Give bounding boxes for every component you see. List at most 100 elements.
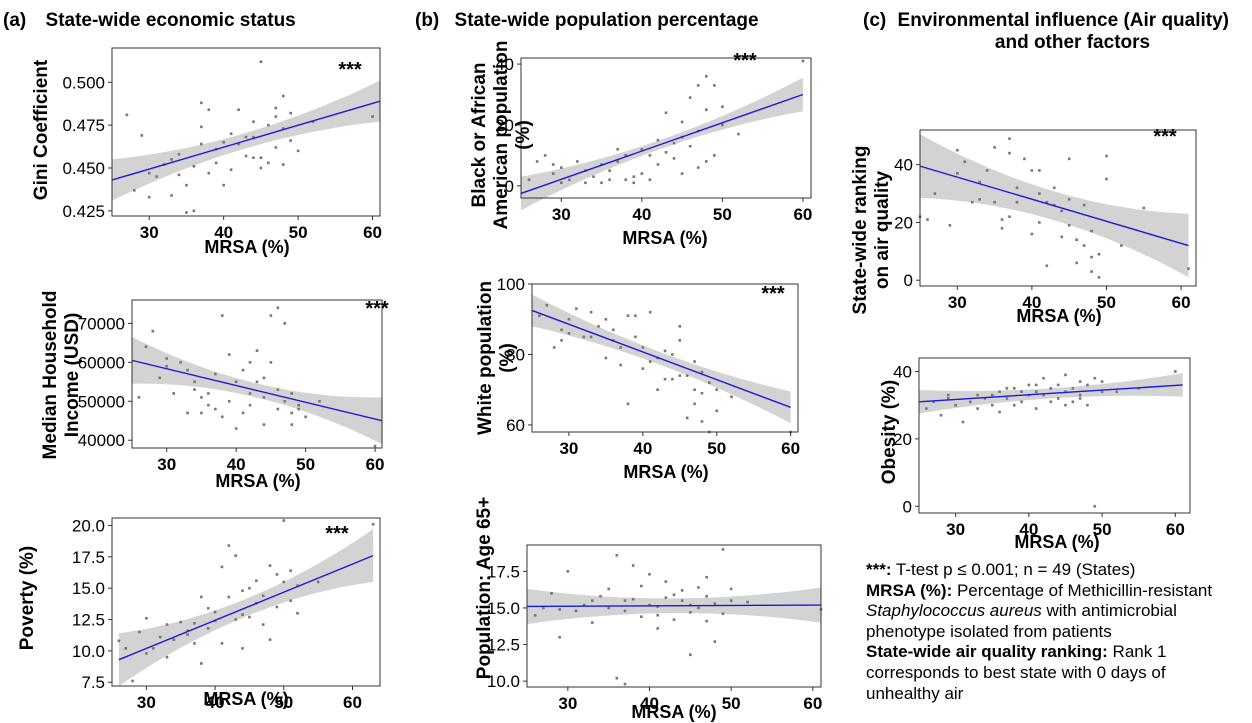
income-point	[186, 368, 189, 372]
white-y-tick-label: 60	[506, 416, 525, 435]
white-point	[663, 377, 667, 381]
poverty-point	[371, 522, 375, 526]
obesity-point	[983, 397, 987, 400]
gini-point	[311, 120, 315, 124]
age65-point	[664, 596, 668, 600]
obesity-point	[1064, 390, 1067, 393]
poverty-point	[227, 595, 231, 599]
income-y-axis-label-line: Income (USD)	[62, 313, 83, 438]
poverty-y-tick-label: 20.0	[72, 517, 105, 536]
gini-point	[371, 115, 374, 118]
air-point	[1000, 218, 1004, 221]
obesity-point	[954, 403, 957, 407]
income-point	[172, 392, 175, 395]
white-point	[693, 402, 696, 406]
black-point	[696, 166, 700, 169]
air-point	[1090, 229, 1093, 233]
black-y-axis-label-line: American population	[491, 41, 512, 230]
air-point	[1105, 154, 1108, 158]
black-point	[624, 178, 628, 182]
air-point	[933, 192, 937, 195]
black-point	[721, 105, 724, 108]
panel-b-title: (b) State-wide population percentage	[415, 10, 759, 32]
note-air-cont-2: unhealthy air	[866, 683, 964, 703]
gini-significance-marker: ***	[338, 59, 362, 81]
income-point	[207, 392, 210, 395]
poverty-x-tick-label: 50	[274, 693, 293, 712]
income-point	[276, 407, 280, 411]
income-y-tick-label: 70000	[78, 314, 125, 333]
obesity-x-tick-label: 30	[946, 520, 965, 539]
air-x-tick-label: 30	[948, 293, 967, 312]
white-point	[560, 328, 563, 332]
age65-point	[623, 609, 627, 613]
black-point	[648, 154, 652, 157]
age65-point	[574, 609, 578, 613]
age65-y-axis-label: Population: Age 65+	[474, 497, 495, 679]
air-point	[1067, 198, 1071, 201]
poverty-point	[296, 611, 299, 615]
white-point	[708, 381, 711, 384]
obesity-point	[1100, 390, 1104, 393]
black-point	[737, 132, 740, 136]
poverty-point	[289, 569, 292, 572]
note-mrsa-text-2: with antimicrobial	[1041, 601, 1177, 621]
age65-point	[558, 608, 561, 611]
obesity-point	[1086, 403, 1089, 407]
air-regression-line	[919, 165, 1189, 247]
white-point	[626, 314, 630, 318]
air-point	[993, 200, 996, 204]
gini-point	[147, 171, 151, 175]
white-point	[693, 360, 696, 363]
poverty-point	[261, 594, 265, 598]
obesity-point	[1005, 397, 1009, 400]
poverty-point	[248, 615, 251, 619]
white-y-axis-label: White population (%)	[475, 281, 518, 435]
poverty-y-axis-label: Poverty (%)	[17, 546, 38, 651]
air-point	[1008, 215, 1011, 218]
note-air: State-wide air quality ranking: Rank 1	[866, 642, 1252, 663]
note-mrsa-text: Percentage of Methicillin-resistant	[952, 580, 1213, 600]
black-y-tick-label: 20	[495, 116, 514, 135]
white-point	[545, 303, 549, 307]
white-point	[663, 349, 667, 353]
white-x-tick-label: 50	[707, 439, 726, 458]
gini-x-tick-label: 50	[289, 223, 308, 242]
gini-point	[237, 142, 240, 146]
air-point	[1038, 192, 1041, 195]
air-point	[955, 148, 959, 152]
income-point	[165, 357, 169, 360]
obesity-point	[1071, 387, 1075, 390]
gini-point	[200, 142, 203, 146]
obesity-y-tick-label: 20	[893, 430, 912, 449]
income-point	[276, 388, 280, 391]
gini-point	[192, 209, 196, 213]
poverty-y-tick-label: 10.0	[72, 642, 105, 661]
gini-point	[274, 146, 278, 149]
income-point	[193, 388, 196, 391]
income-point	[269, 314, 273, 317]
air-point	[963, 160, 967, 164]
poverty-point	[275, 573, 279, 576]
obesity-point	[1078, 380, 1082, 383]
poverty-point	[158, 635, 162, 639]
white-point	[685, 416, 689, 420]
income-point	[262, 396, 266, 399]
income-point	[269, 361, 273, 364]
poverty-point	[275, 605, 279, 609]
white-point	[604, 356, 608, 360]
age65-point	[672, 593, 676, 597]
obesity-point	[1049, 387, 1053, 390]
white-point	[589, 335, 593, 339]
white-x-tick-label: 30	[559, 439, 578, 458]
black-point	[640, 148, 644, 151]
white-point	[597, 324, 600, 328]
black-point	[592, 175, 595, 178]
air-x-tick-label: 50	[1097, 293, 1116, 312]
gini-point	[259, 166, 263, 170]
income-x-tick-label: 30	[157, 455, 176, 474]
poverty-point	[220, 565, 224, 569]
age65-point	[558, 635, 561, 639]
